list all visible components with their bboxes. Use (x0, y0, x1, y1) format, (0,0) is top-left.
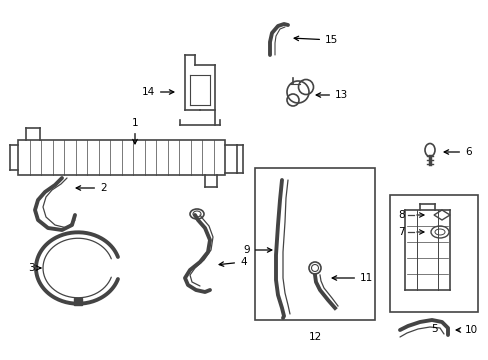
Text: 13: 13 (316, 90, 347, 100)
Text: 6: 6 (443, 147, 470, 157)
Bar (74, 298, 82, 305)
Text: 4: 4 (219, 257, 246, 267)
Text: 1: 1 (131, 118, 138, 144)
Text: 15: 15 (294, 35, 338, 45)
Text: 9: 9 (243, 245, 271, 255)
Text: 2: 2 (76, 183, 106, 193)
FancyArrowPatch shape (416, 213, 423, 217)
Text: 14: 14 (142, 87, 173, 97)
Bar (18, 140, 224, 175)
Text: 7: 7 (397, 227, 404, 237)
Text: 12: 12 (308, 332, 321, 342)
Text: 8: 8 (397, 210, 404, 220)
Text: 5: 5 (430, 324, 436, 334)
Bar (389, 195, 477, 312)
Text: 10: 10 (455, 325, 477, 335)
Text: 11: 11 (331, 273, 372, 283)
FancyArrowPatch shape (416, 230, 423, 234)
Text: 3: 3 (28, 263, 41, 273)
Bar (254, 168, 374, 320)
